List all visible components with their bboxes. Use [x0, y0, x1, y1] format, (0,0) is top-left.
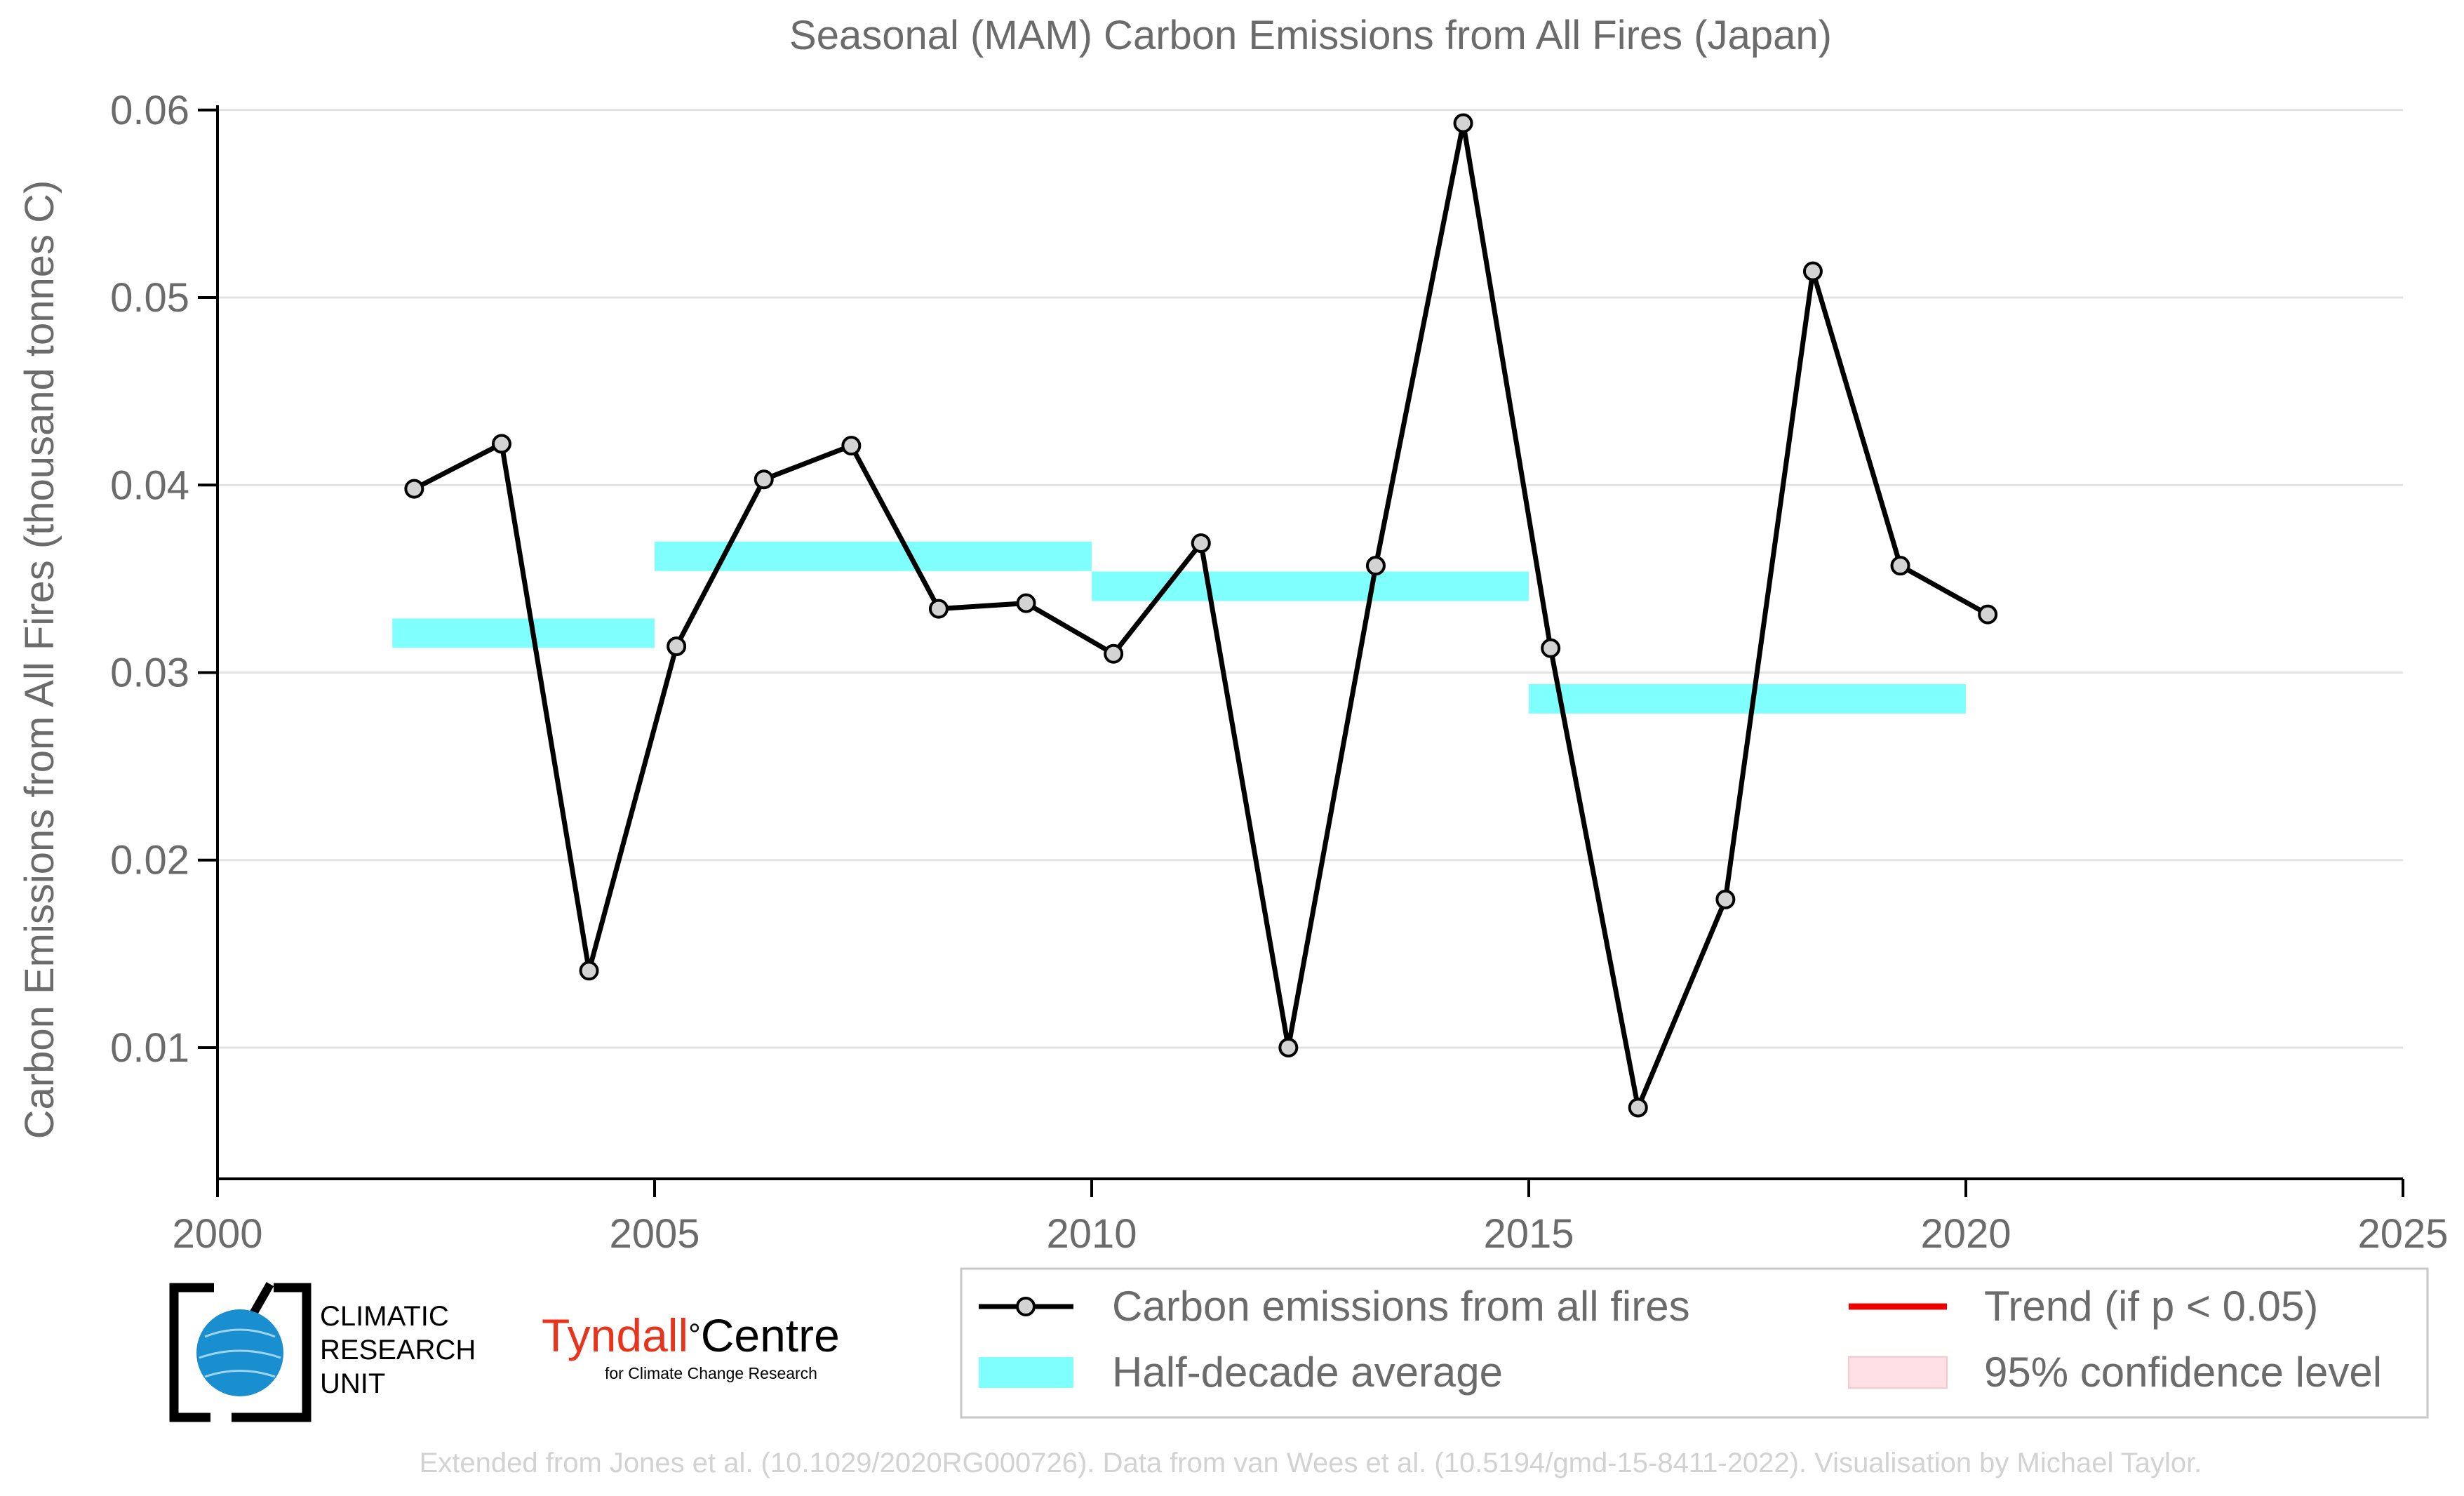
data-point — [1104, 643, 1124, 664]
half-decade-band — [1529, 683, 1966, 714]
tyndall-logo-degree: ° — [688, 1318, 701, 1352]
data-point — [1541, 638, 1561, 658]
tick-labels: 0.01 0.02 0.03 0.04 0.05 0.06 2000 2005 2010 2015… — [110, 88, 2448, 1257]
y-tick-label: 0.04 — [110, 462, 189, 508]
data-point — [491, 434, 511, 454]
y-tick-label: 0.05 — [110, 275, 189, 321]
cru-logo-line-3: UNIT — [320, 1368, 386, 1399]
cru-logo-line-2: RESEARCH — [320, 1335, 476, 1365]
axes — [198, 105, 2404, 1197]
cru-logo-line-1: CLIMATIC — [320, 1301, 449, 1332]
tyndall-logo-name: Tyndall — [542, 1309, 689, 1361]
data-point — [1365, 556, 1386, 576]
data-point — [579, 961, 599, 981]
x-tick-label: 2005 — [609, 1211, 699, 1257]
tyndall-logo-tagline: for Climate Change Research — [605, 1364, 817, 1382]
y-tick-label: 0.02 — [110, 838, 189, 883]
data-point — [1191, 533, 1211, 554]
chart-title: Seasonal (MAM) Carbon Emissions from All… — [789, 13, 1832, 58]
legend-band-swatch — [979, 1357, 1073, 1388]
x-tick-label: 2015 — [1483, 1211, 1574, 1257]
tyndall-logo: Tyndall°Centre — [542, 1311, 840, 1360]
half-decade-band — [392, 618, 655, 648]
footer-credit: Extended from Jones et al. (10.1029/2020… — [420, 1448, 2202, 1478]
legend-label-confidence: 95% confidence level — [1984, 1349, 2382, 1396]
globe-icon — [196, 1309, 283, 1396]
data-point — [928, 599, 949, 619]
x-tick-label: 2025 — [2357, 1211, 2448, 1257]
data-point — [1628, 1097, 1648, 1118]
emissions-line — [413, 121, 1989, 1110]
cru-logo-text: CLIMATIC RESEARCH UNIT — [320, 1300, 476, 1401]
data-point — [1890, 556, 1910, 576]
y-tick-label: 0.03 — [110, 650, 189, 695]
data-point — [1978, 604, 1998, 625]
grid-layer — [217, 109, 2403, 1049]
x-tick-label: 2020 — [1920, 1211, 2011, 1257]
cru-logo-bracket-right — [232, 1283, 312, 1422]
data-point — [1278, 1037, 1299, 1057]
data-point — [1802, 261, 1823, 281]
y-tick-label: 0.06 — [110, 88, 189, 133]
y-tick-label: 0.01 — [110, 1025, 189, 1071]
emissions-series — [404, 113, 1998, 1118]
data-point — [841, 436, 862, 456]
data-point — [1715, 889, 1736, 909]
legend-confidence-swatch — [1848, 1356, 1948, 1389]
legend-label-emissions: Carbon emissions from all fires — [1112, 1283, 1690, 1330]
legend-marker-swatch — [1016, 1297, 1036, 1316]
legend-label-trend: Trend (if p < 0.05) — [1984, 1283, 2318, 1330]
data-point — [754, 469, 774, 490]
y-axis-label: Carbon Emissions from All Fires (thousan… — [17, 180, 62, 1140]
legend-frame — [960, 1267, 2429, 1419]
tyndall-logo-centre: Centre — [700, 1309, 840, 1361]
data-point — [1016, 593, 1036, 613]
legend: Carbon emissions from all fires Half-dec… — [960, 1267, 2429, 1419]
data-point — [1453, 113, 1473, 133]
x-tick-label: 2000 — [172, 1211, 262, 1257]
cru-logo-bracket-left — [169, 1283, 214, 1422]
data-point — [667, 636, 687, 657]
data-point — [404, 479, 424, 499]
globe-icon-lines — [199, 1328, 281, 1378]
legend-label-half-decade: Half-decade average — [1112, 1349, 1503, 1396]
x-tick-label: 2010 — [1046, 1211, 1137, 1257]
cru-logo — [169, 1282, 312, 1422]
